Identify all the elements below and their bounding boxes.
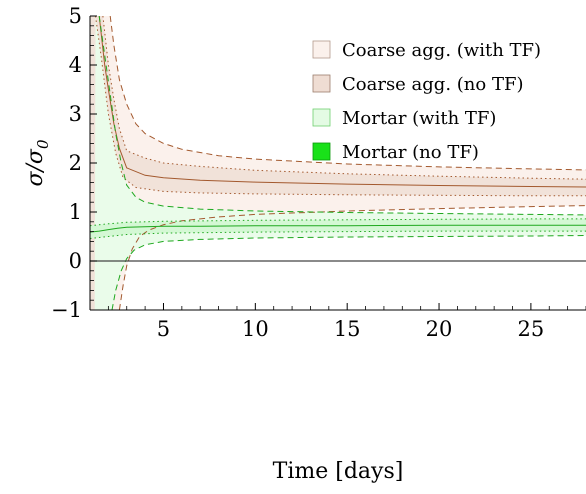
mortar_with_tf_lower-line [111, 235, 586, 310]
coarse_no_tf_lower-line [95, 16, 586, 197]
y-tick-label: 4 [69, 53, 82, 77]
series-lines [90, 16, 586, 310]
coarse_mean-line [98, 16, 586, 188]
legend-swatch [312, 40, 331, 59]
tick-marks [89, 15, 586, 311]
x-tick-label: 15 [334, 317, 361, 341]
mortar_mean-line [90, 224, 586, 233]
y-tick-label: 2 [69, 151, 82, 175]
x-tick-label: 25 [518, 317, 545, 341]
mortar_no_tf_band [90, 218, 586, 239]
mortar_no_tf_lower-line [90, 230, 586, 239]
x-tick-label: 20 [426, 317, 453, 341]
legend-swatch [312, 108, 331, 127]
x-tick-label: 5 [157, 317, 170, 341]
y-tick-label: 1 [69, 200, 82, 224]
legend-label: Coarse agg. (no TF) [342, 74, 523, 95]
y-tick-label: −1 [51, 298, 82, 322]
x-axis-title: Time [days] [273, 459, 404, 484]
y-tick-label: 5 [69, 4, 82, 28]
legend: Coarse agg. (with TF) Coarse agg. (no TF)… [312, 40, 541, 163]
coarse_with_tf_band [90, 16, 586, 310]
mortar_no_tf_upper-line [90, 218, 586, 227]
x-tick-label: 10 [242, 317, 269, 341]
tick-labels: 5 10 15 20 25 −1 0 1 2 3 4 5 [51, 4, 544, 341]
coarse_with_tf_upper-line [109, 16, 586, 171]
coarse_with_tf_lower-line [118, 205, 586, 310]
legend-label: Coarse agg. (with TF) [342, 40, 541, 61]
legend-swatch [312, 142, 331, 161]
legend-label: Mortar (with TF) [342, 108, 496, 129]
legend-swatch [312, 74, 331, 93]
y-tick-label: 0 [69, 249, 82, 273]
coarse_no_tf_upper-line [102, 16, 586, 180]
y-axis-title: σ/σ0 [23, 139, 52, 186]
mortar_with_tf_band [90, 16, 586, 310]
legend-label: Mortar (no TF) [342, 142, 479, 163]
mortar_with_tf_upper-line [98, 16, 586, 216]
y-tick-label: 3 [69, 102, 82, 126]
confidence-bands [90, 16, 586, 310]
